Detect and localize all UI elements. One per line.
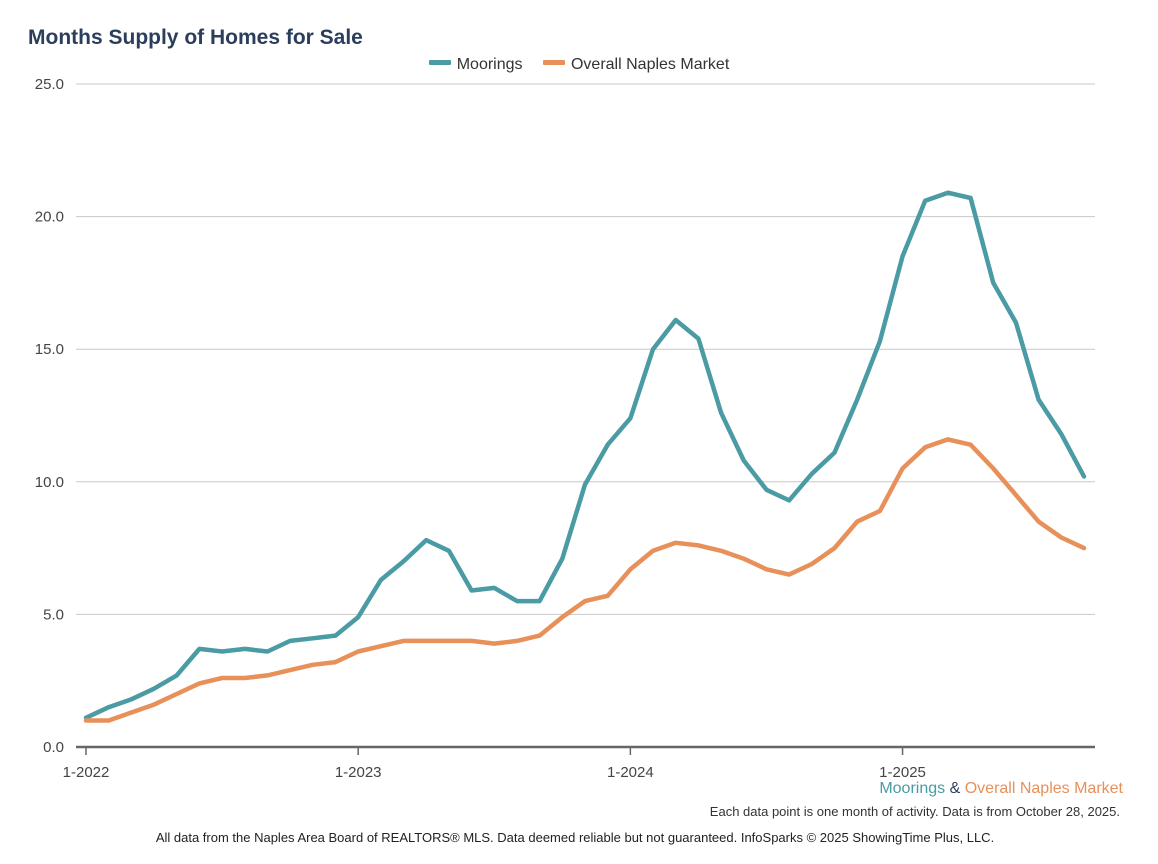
y-axis: 0.0 5.0 10.0 15.0 20.0 25.0 [35,76,64,756]
caption-moorings: Moorings [879,780,946,797]
legend-item-overall-naples[interactable]: Overall Naples Market [542,56,730,74]
legend-swatch-overall-naples [542,60,565,66]
y-tick-label: 10.0 [35,474,64,491]
y-tick-label: 5.0 [43,606,64,623]
y-tick-label: 20.0 [35,209,64,226]
series-caption: Moorings & Overall Naples Market [879,780,1123,798]
legend-item-moorings[interactable]: Moorings [428,56,523,74]
x-axis: 1-2022 1-2023 1-2024 1-2025 [63,745,1095,781]
legend-label-moorings: Moorings [456,56,523,73]
y-tick-label: 0.0 [43,739,64,756]
caption-overall-naples: Overall Naples Market [964,780,1123,797]
chart-title: Months Supply of Homes for Sale [28,26,363,49]
x-tick-label: 1-2022 [63,764,110,781]
caption-ampersand: & [949,780,961,797]
series-lines [83,190,1087,723]
series-line-moorings[interactable] [83,190,1087,721]
x-tick-label: 1-2023 [335,764,382,781]
x-tick-label: 1-2025 [879,764,926,781]
gridlines [76,83,1095,615]
y-tick-label: 25.0 [35,76,64,93]
series-line-overall-naples-market[interactable] [83,437,1087,723]
x-tick-label: 1-2024 [607,764,654,781]
legend-label-overall-naples: Overall Naples Market [570,56,730,73]
data-note: Each data point is one month of activity… [709,804,1120,819]
legend-swatch-moorings [428,60,451,66]
y-tick-label: 15.0 [35,341,64,358]
legend: Moorings Overall Naples Market [0,56,1158,74]
footer-disclaimer: All data from the Naples Area Board of R… [155,830,995,845]
